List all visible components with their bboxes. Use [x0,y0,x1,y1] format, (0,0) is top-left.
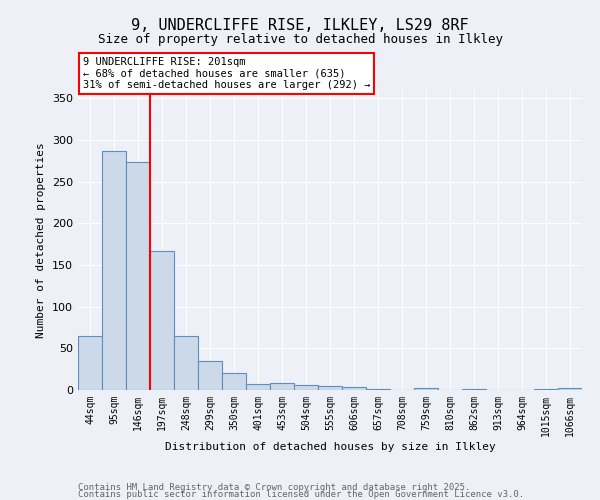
Bar [270,382,294,390]
Text: 9 UNDERCLIFFE RISE: 201sqm
← 68% of detached houses are smaller (635)
31% of sem: 9 UNDERCLIFFE RISE: 201sqm ← 68% of deta… [83,57,371,90]
Bar [246,384,270,390]
Bar [150,251,174,390]
Bar [414,388,438,390]
Bar [534,389,558,390]
Bar [222,374,246,390]
Bar [126,162,150,390]
Bar [174,336,198,390]
Bar [198,361,222,390]
Bar [318,386,342,390]
Bar [294,385,318,390]
Bar [462,389,486,390]
X-axis label: Distribution of detached houses by size in Ilkley: Distribution of detached houses by size … [164,442,496,452]
Bar [366,389,390,390]
Y-axis label: Number of detached properties: Number of detached properties [37,142,46,338]
Bar [78,336,102,390]
Text: 9, UNDERCLIFFE RISE, ILKLEY, LS29 8RF: 9, UNDERCLIFFE RISE, ILKLEY, LS29 8RF [131,18,469,32]
Text: Contains public sector information licensed under the Open Government Licence v3: Contains public sector information licen… [78,490,524,499]
Bar [342,386,366,390]
Bar [558,388,582,390]
Bar [102,151,126,390]
Text: Size of property relative to detached houses in Ilkley: Size of property relative to detached ho… [97,32,503,46]
Text: Contains HM Land Registry data © Crown copyright and database right 2025.: Contains HM Land Registry data © Crown c… [78,484,470,492]
